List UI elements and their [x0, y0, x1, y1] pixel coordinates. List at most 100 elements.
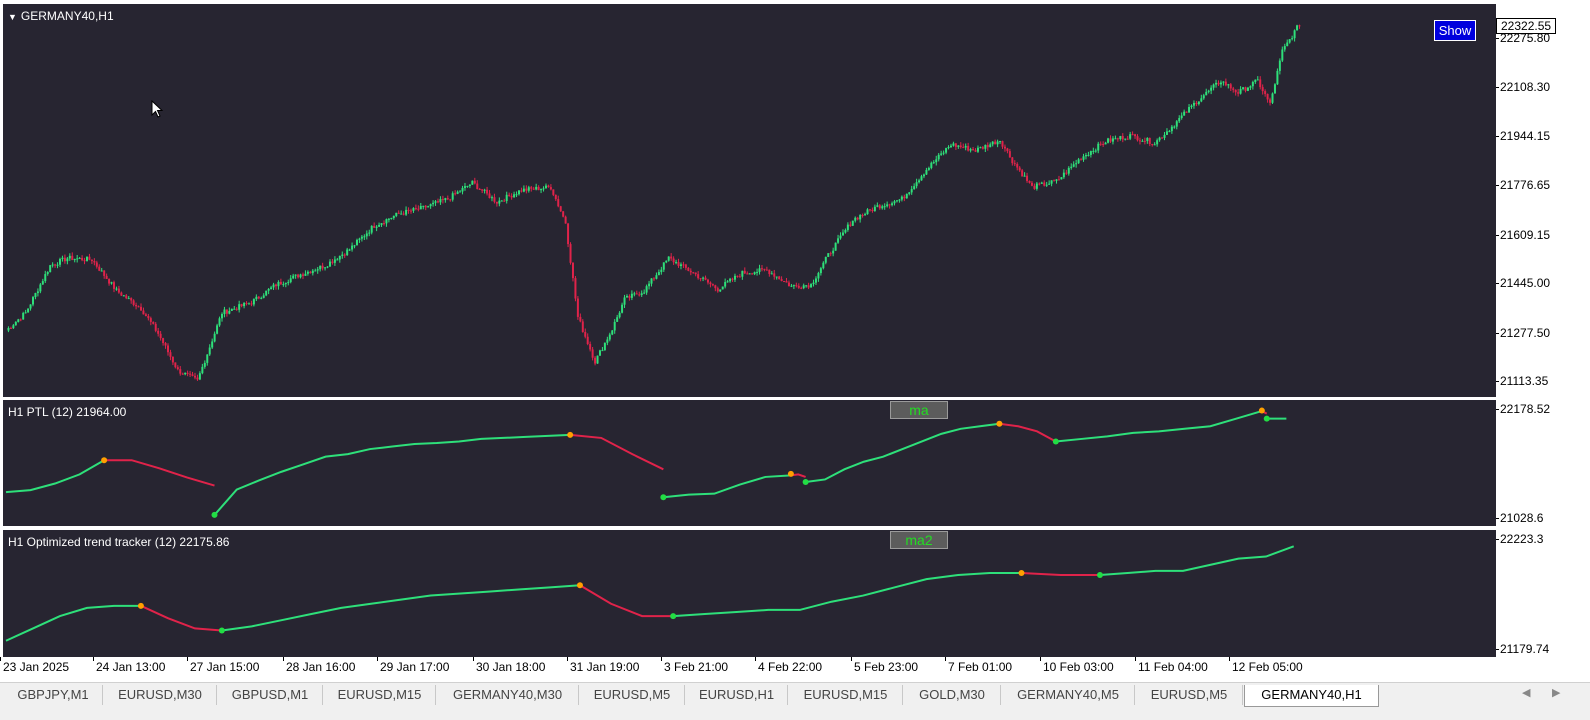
candlestick-chart[interactable]: [3, 4, 1496, 397]
candle-body: [986, 144, 989, 148]
candle-body: [1067, 167, 1070, 174]
candle-body: [257, 296, 260, 299]
candle-body: [579, 316, 582, 322]
ptl-indicator-label: H1 PTL (12) 21964.00: [8, 405, 127, 419]
sell-signal-dot: [996, 420, 1003, 427]
candle-body: [432, 202, 435, 205]
candle-body: [1273, 84, 1276, 94]
candle-body: [1222, 81, 1225, 83]
candle-body: [856, 217, 859, 220]
sell-signal-dot: [567, 431, 574, 438]
chart-tab[interactable]: EURUSD,M30: [104, 685, 217, 705]
candle-body: [265, 290, 268, 296]
candle-body: [1242, 87, 1245, 89]
buy-signal-dot: [1052, 438, 1059, 445]
candle-body: [1038, 183, 1041, 185]
indicator-tick-label: 22178.52: [1495, 402, 1551, 416]
uptrend-line: [673, 571, 1022, 618]
candle-body: [189, 373, 192, 375]
candle-body: [1207, 90, 1210, 92]
chart-tab[interactable]: GERMANY40,H1: [1244, 685, 1379, 707]
candle-body: [1266, 93, 1269, 100]
candle-body: [1251, 82, 1254, 87]
candle-body: [903, 196, 906, 199]
candle-body: [1178, 117, 1181, 122]
candle-body: [552, 189, 555, 195]
collapse-triangle-icon[interactable]: ▼: [8, 12, 17, 22]
show-button[interactable]: Show: [1434, 20, 1476, 41]
candle-body: [525, 188, 528, 191]
candle-body: [112, 282, 115, 289]
candle-body: [85, 256, 88, 261]
candle-body: [964, 145, 967, 148]
candle-body: [1293, 30, 1296, 39]
candle-body: [240, 304, 243, 307]
chart-tab[interactable]: GOLD,M30: [904, 685, 1001, 705]
candle-body: [854, 217, 857, 221]
ptl-axis: 22178.52 21028.6: [1495, 400, 1590, 526]
candle-body: [1072, 164, 1075, 167]
chart-tab[interactable]: EURUSD,M5: [580, 685, 685, 705]
candle-body: [1269, 99, 1272, 103]
ptl-indicator-pane[interactable]: H1 PTL (12) 21964.00 ma: [3, 400, 1496, 526]
tab-scroll-right-icon[interactable]: ▶: [1552, 687, 1561, 699]
ott-indicator-pane[interactable]: H1 Optimized trend tracker (12) 22175.86…: [3, 530, 1496, 657]
candle-body: [1084, 155, 1087, 157]
candle-body: [868, 209, 871, 211]
candle-body: [365, 233, 368, 237]
candle-body: [162, 338, 165, 344]
candle-body: [225, 309, 228, 314]
chart-tab[interactable]: EURUSD,H1: [686, 685, 788, 705]
candle-body: [1021, 170, 1024, 177]
price-axis[interactable]: 22322.55 22275.80 22108.30 21944.15 21776.6…: [1495, 4, 1590, 397]
candle-body: [247, 303, 250, 305]
candle-body: [913, 186, 916, 190]
ma2-button[interactable]: ma2: [890, 531, 948, 549]
price-chart-pane[interactable]: ▼ GERMANY40,H1 Show: [3, 4, 1496, 397]
downtrend-line: [579, 584, 674, 618]
candle-body: [628, 295, 631, 298]
candle-body: [581, 321, 584, 332]
candle-body: [1094, 150, 1097, 152]
candle-body: [721, 286, 724, 290]
ma-button[interactable]: ma: [890, 401, 948, 419]
candle-body: [778, 276, 781, 280]
chart-tab[interactable]: EURUSD,M15: [324, 685, 436, 705]
candle-body: [1192, 102, 1195, 106]
chart-tab[interactable]: GBPJPY,M1: [4, 685, 103, 705]
candle-body: [260, 297, 263, 299]
ptl-indicator-chart: [5, 407, 1287, 518]
candle-body: [110, 282, 113, 284]
candle-body: [665, 260, 668, 263]
chart-tab[interactable]: GBPUSD,M1: [218, 685, 323, 705]
candle-body: [714, 285, 717, 289]
candle-body: [262, 295, 265, 298]
candle-body: [682, 264, 685, 266]
candle-body: [1195, 102, 1198, 105]
candle-body: [1107, 138, 1110, 143]
candle-body: [203, 362, 206, 367]
candle-body: [490, 197, 493, 199]
candle-body: [88, 256, 91, 260]
candle-body: [392, 215, 395, 218]
candle-body: [832, 250, 835, 254]
candle-body: [378, 224, 381, 227]
chart-tab[interactable]: EURUSD,M5: [1136, 685, 1243, 705]
candle-body: [640, 293, 643, 296]
candle-body: [343, 254, 346, 256]
time-axis[interactable]: 23 Jan 2025 24 Jan 13:00 27 Jan 15:00 28 Ja…: [0, 657, 1496, 679]
candle-body: [932, 162, 935, 164]
chart-tab[interactable]: EURUSD,M15: [789, 685, 903, 705]
candle-body: [1077, 159, 1080, 164]
candle-body: [895, 200, 898, 202]
tab-scroll-left-icon[interactable]: ◀: [1522, 687, 1531, 699]
candle-body: [871, 209, 874, 211]
candle-body: [670, 256, 673, 259]
candle-body: [925, 169, 928, 175]
chart-tab[interactable]: GERMANY40,M5: [1002, 685, 1135, 705]
candle-body: [58, 258, 61, 265]
candle-body: [46, 272, 49, 275]
candle-body: [424, 205, 427, 208]
chart-tab[interactable]: GERMANY40,M30: [437, 685, 579, 705]
candle-body: [994, 141, 997, 145]
